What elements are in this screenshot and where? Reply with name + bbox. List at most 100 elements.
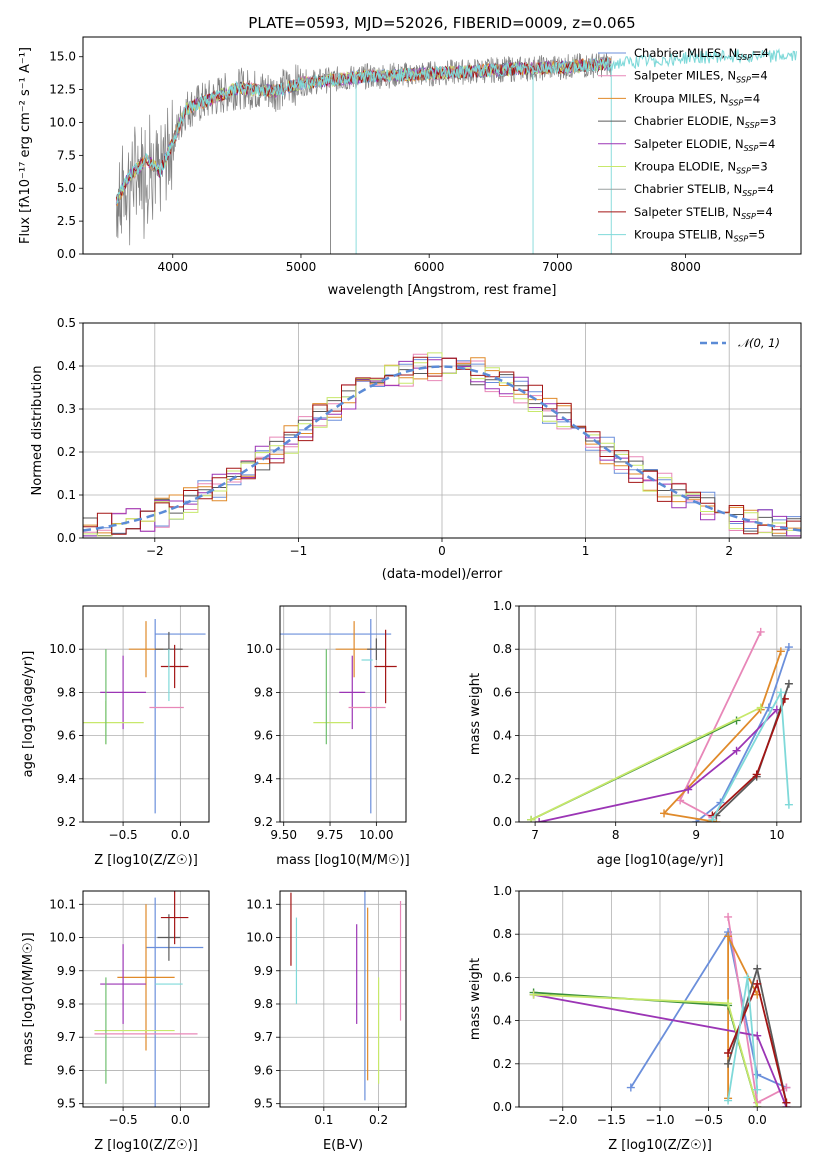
y-tick-label: 0.5 (57, 316, 76, 330)
x-tick-label: 0.0 (171, 1113, 190, 1127)
y-tick-label: 1.0 (493, 599, 512, 613)
mass-weight-marker (784, 679, 793, 688)
legend-entry: Chabrier MILES, NSSP=4 (634, 46, 769, 62)
mass-weight-marker (753, 1070, 762, 1079)
x-tick-label: 8000 (670, 260, 701, 274)
y-tick-label: 10.0 (246, 931, 273, 945)
mass-weight-line (533, 991, 759, 1107)
legend-entry: Chabrier ELODIE, NSSP=3 (634, 114, 776, 130)
legend-entry: Kroupa MILES, NSSP=4 (634, 91, 760, 107)
y-tick-label: 9.6 (254, 1063, 273, 1077)
x-tick-label: 6000 (414, 260, 445, 274)
y-tick-label: 9.9 (254, 964, 273, 978)
x-axis-label: (data-model)/error (382, 567, 503, 582)
x-tick-label: 5000 (286, 260, 317, 274)
mass-weight-marker (776, 647, 785, 656)
legend-entry: Salpeter MILES, NSSP=4 (634, 69, 768, 85)
plot-area (529, 912, 791, 1107)
x-tick-label: 9.75 (317, 828, 344, 842)
mass-weight-marker (753, 1031, 762, 1040)
x-tick-label: −2.0 (548, 1113, 577, 1127)
y-tick-label: 0.8 (493, 642, 512, 656)
model-spectrum-line (116, 48, 797, 204)
x-tick-label: 0.0 (748, 1113, 767, 1127)
x-tick-label: 9.50 (270, 828, 297, 842)
y-tick-label: 9.5 (254, 1097, 273, 1111)
mass-weight-marker (724, 1096, 733, 1105)
x-tick-label: −1 (290, 544, 308, 558)
legend-entry: Kroupa ELODIE, NSSP=3 (634, 160, 768, 176)
y-tick-label: 9.5 (57, 1097, 76, 1111)
x-tick-label: 0 (438, 544, 446, 558)
legend-entry: Salpeter ELODIE, NSSP=4 (634, 137, 775, 153)
x-tick-label: 7 (531, 828, 539, 842)
y-tick-label: 9.8 (57, 685, 76, 699)
x-tick-label: 8 (612, 828, 620, 842)
x-axis-label: wavelength [Angstrom, rest frame] (328, 283, 557, 298)
legend-entry: Chabrier STELIB, NSSP=4 (634, 182, 774, 198)
y-tick-label: 0.6 (493, 685, 512, 699)
x-tick-label: 4000 (157, 260, 188, 274)
y-tick-label: 9.4 (254, 772, 273, 786)
x-tick-label: 0.1 (314, 1113, 333, 1127)
y-tick-label: 10.1 (49, 897, 76, 911)
y-tick-label: 9.4 (57, 772, 76, 786)
y-tick-label: 7.5 (57, 148, 76, 162)
y-tick-label: 9.6 (254, 729, 273, 743)
axes-frame (279, 605, 407, 823)
x-tick-label: −0.5 (694, 1113, 723, 1127)
x-tick-label: 9 (692, 828, 700, 842)
y-tick-label: 0.8 (493, 927, 512, 941)
mass-weight-line (530, 706, 762, 821)
x-axis-label: Z [log10(Z/Z☉)] (94, 1138, 198, 1153)
y-tick-label: 0.3 (57, 402, 76, 416)
y-tick-label: 0.0 (493, 1100, 512, 1114)
x-tick-label: −1.5 (597, 1113, 626, 1127)
axes-frame (82, 890, 210, 1108)
y-axis-label: Flux [fλ10⁻¹⁷ erg cm⁻² s⁻¹ A⁻¹] (18, 47, 33, 244)
mass-weight-marker (756, 703, 765, 712)
mass-weight-line (538, 709, 778, 822)
axes-frame (82, 322, 802, 539)
y-tick-label: 0.2 (57, 445, 76, 459)
plot-area (527, 627, 793, 822)
x-axis-label: Z [log10(Z/Z☉)] (94, 853, 198, 868)
mass-weight-marker (724, 1049, 733, 1057)
y-tick-label: 5.0 (57, 181, 76, 195)
mass-weight-marker (676, 796, 685, 805)
mass-weight-line (662, 651, 782, 822)
mass-weight-marker (724, 932, 733, 941)
chart-title: PLATE=0593, MJD=52026, FIBERID=0009, z=0… (248, 14, 635, 32)
y-tick-label: 10.0 (49, 642, 76, 656)
mass-weight-marker (753, 964, 762, 973)
mass-weight-marker (724, 1059, 733, 1068)
y-tick-label: 9.7 (57, 1030, 76, 1044)
x-tick-label: −1.0 (645, 1113, 674, 1127)
y-tick-label: 0.4 (493, 1014, 512, 1028)
x-tick-label: 2 (725, 544, 733, 558)
x-tick-label: 0.0 (171, 828, 190, 842)
plot-area (94, 891, 204, 1107)
plot-area (280, 618, 397, 814)
y-tick-label: 2.5 (57, 214, 76, 228)
y-tick-label: 0.4 (57, 359, 76, 373)
y-tick-label: 9.9 (57, 964, 76, 978)
mass-weight-marker (753, 1085, 762, 1094)
plot-area (115, 48, 797, 254)
axes-frame (82, 36, 802, 255)
y-tick-label: 0.0 (57, 247, 76, 261)
mass-weight-marker (724, 912, 733, 921)
y-tick-label: 10.0 (49, 931, 76, 945)
mass-weight-marker (743, 973, 752, 982)
y-tick-label: 0.2 (493, 1057, 512, 1071)
mass-weight-marker (753, 979, 762, 988)
y-tick-label: 10.0 (49, 115, 76, 129)
y-axis-label: mass weight (468, 958, 483, 1040)
x-tick-label: 0.2 (369, 1113, 388, 1127)
y-tick-label: 12.5 (49, 83, 76, 97)
x-axis-label: age [log10(age/yr)] (597, 853, 724, 868)
y-tick-label: 0.0 (57, 531, 76, 545)
y-tick-label: 10.1 (246, 897, 273, 911)
y-tick-label: 0.1 (57, 488, 76, 502)
